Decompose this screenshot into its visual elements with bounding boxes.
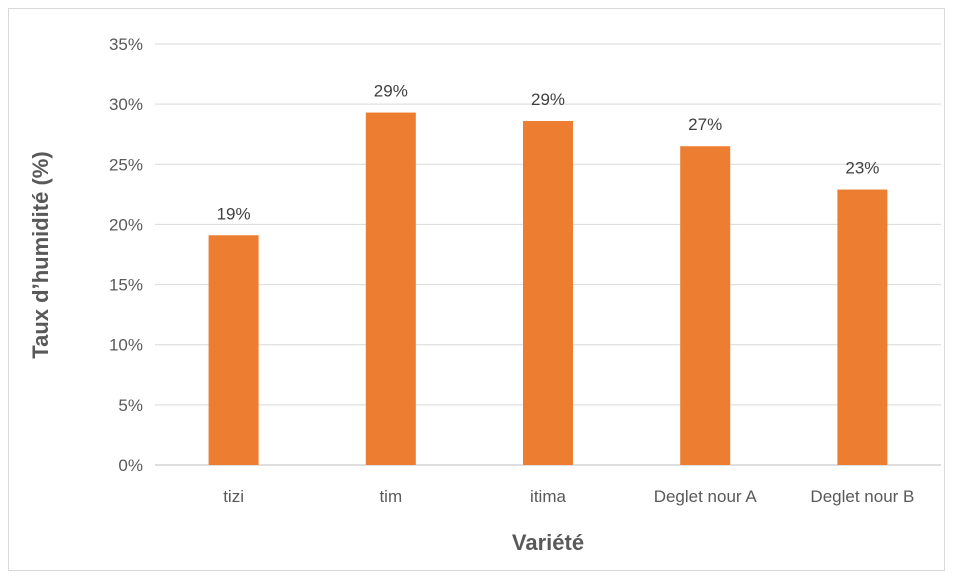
x-tick-label: Deglet nour B (810, 487, 914, 506)
y-tick-label: 10% (109, 336, 143, 355)
y-tick-label: 0% (118, 456, 143, 475)
y-tick-label: 20% (109, 215, 143, 234)
data-labels: 19% 29% 29% 27% 23% (217, 82, 880, 224)
chart-frame (8, 8, 945, 571)
data-label: 19% (217, 204, 251, 223)
bar (680, 146, 731, 465)
y-tick-label: 35% (109, 35, 143, 54)
y-tick-labels: 0% 5% 10% 15% 20% 25% 30% 35% (109, 35, 143, 475)
bar (208, 235, 259, 465)
x-tick-label: tizi (223, 487, 244, 506)
y-tick-label: 25% (109, 155, 143, 174)
bar (523, 120, 573, 466)
bar (837, 189, 888, 465)
data-label: 27% (688, 115, 722, 134)
x-tick-label: itima (530, 487, 566, 506)
y-axis-title: Taux d’humidité (%) (28, 151, 53, 358)
x-tick-label: Deglet nour A (654, 487, 758, 506)
bar (365, 112, 416, 465)
data-label: 23% (845, 159, 879, 178)
x-tick-labels: tizi tim itima Deglet nour A Deglet nour B (223, 487, 914, 506)
y-tick-label: 15% (109, 276, 143, 295)
y-tick-label: 5% (118, 396, 143, 415)
data-label: 29% (374, 82, 408, 101)
bars (208, 112, 888, 466)
x-axis-title: Variété (512, 530, 584, 555)
data-label: 29% (531, 90, 565, 109)
y-tick-label: 30% (109, 95, 143, 114)
x-tick-label: tim (379, 487, 402, 506)
